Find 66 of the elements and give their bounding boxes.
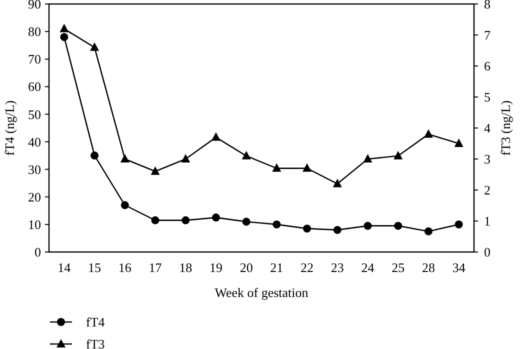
y-tick-label: 40 <box>28 134 41 150</box>
legend-label: fT3 <box>86 336 105 349</box>
y-tick-label: 20 <box>28 189 41 204</box>
point <box>333 226 342 234</box>
x-tick-label: 22 <box>300 260 314 275</box>
y-tick-label: 60 <box>28 79 41 94</box>
y-tick-label: 70 <box>28 52 41 67</box>
y2-tick-label: 5 <box>484 90 490 105</box>
y2-tick-label: 4 <box>484 120 491 136</box>
point <box>90 152 99 160</box>
point <box>60 33 68 42</box>
point <box>242 218 250 226</box>
point <box>212 214 220 222</box>
point <box>332 178 342 188</box>
point <box>211 132 220 141</box>
y-tick-label: 50 <box>28 106 41 122</box>
point <box>90 42 100 51</box>
x-tick-label: 23 <box>330 260 344 275</box>
point <box>120 201 129 210</box>
point <box>120 154 130 162</box>
point <box>424 227 432 236</box>
y2-tick-label: 1 <box>484 214 490 229</box>
x-tick-label: 15 <box>88 260 102 275</box>
point <box>242 150 251 160</box>
y2-tick-label: 2 <box>484 182 490 198</box>
y2-axis-title: fT3 (ng/L) <box>498 100 513 156</box>
point <box>303 224 312 233</box>
x-tick-label: 24 <box>361 260 375 275</box>
point <box>150 166 160 175</box>
x-tick-label: 19 <box>209 260 222 275</box>
point <box>181 154 190 162</box>
y2-tick-label: 0 <box>484 244 490 260</box>
x-tick-label: 17 <box>148 260 162 275</box>
point <box>272 220 281 228</box>
point <box>394 150 403 160</box>
y2-tick-label: 6 <box>484 58 491 74</box>
y2-tick-label: 7 <box>484 28 491 43</box>
y2-tick-label: 8 <box>484 0 490 12</box>
point <box>60 24 69 32</box>
x-tick-label: 16 <box>118 260 132 275</box>
point <box>151 216 160 224</box>
y2-tick-label: 3 <box>484 152 490 167</box>
x-axis-title: Week of gestation <box>214 285 309 300</box>
x-tick-label: 25 <box>392 260 405 275</box>
y-tick-label: 80 <box>28 24 41 40</box>
point <box>454 138 464 147</box>
y-tick-label: 10 <box>28 216 41 232</box>
x-tick-label: 34 <box>452 260 466 275</box>
point <box>364 222 372 230</box>
x-tick-label: 14 <box>58 260 72 275</box>
x-tick-label: 18 <box>179 260 192 275</box>
y-tick-label: 30 <box>28 162 41 177</box>
x-tick-label: 20 <box>240 260 253 275</box>
point <box>363 154 372 162</box>
legend-label: fT4 <box>86 314 106 330</box>
point <box>302 163 312 172</box>
y-tick-label: 0 <box>34 244 41 260</box>
y-axis-title: fT4 (ng/L) <box>2 100 17 156</box>
point <box>454 220 463 228</box>
point <box>272 163 282 172</box>
point <box>424 129 433 138</box>
y-tick-label: 90 <box>28 0 41 12</box>
point <box>394 222 402 230</box>
x-tick-label: 21 <box>270 260 284 275</box>
point <box>182 216 190 224</box>
x-tick-label: 28 <box>422 260 435 275</box>
